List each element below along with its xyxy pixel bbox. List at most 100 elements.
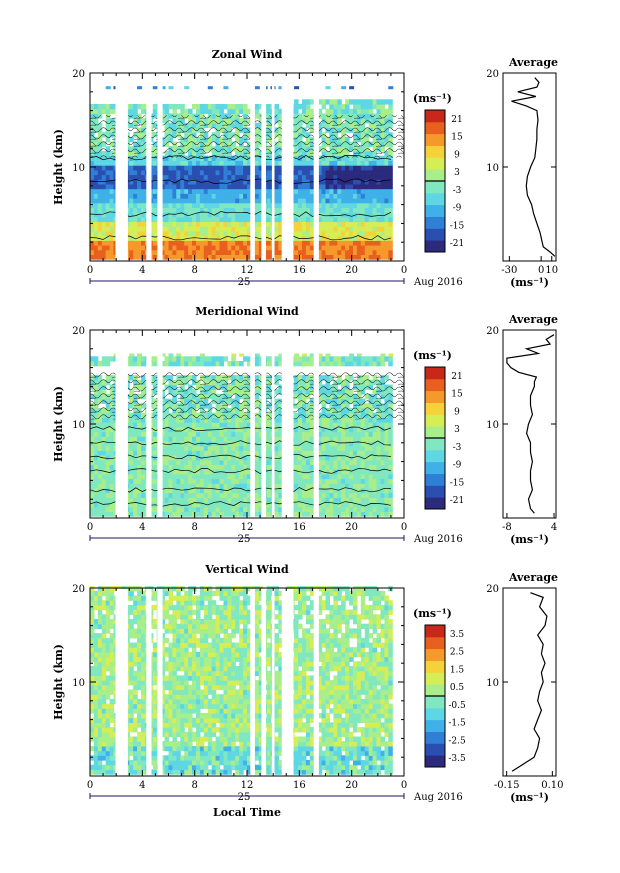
heatmap-cell bbox=[309, 193, 315, 199]
heatmap-cell bbox=[305, 183, 311, 190]
heatmap-cell bbox=[317, 165, 323, 171]
heatmap-cell bbox=[360, 450, 366, 456]
heatmap-cell bbox=[199, 216, 205, 223]
heatmap-cell bbox=[90, 431, 95, 437]
heatmap-cell bbox=[243, 464, 248, 470]
heatmap-cell bbox=[368, 422, 374, 428]
heatmap-cell bbox=[137, 492, 142, 498]
heatmap-cell bbox=[93, 455, 99, 461]
heatmap-cell bbox=[349, 99, 354, 105]
heatmap-cell bbox=[239, 235, 244, 241]
heatmap-cell bbox=[333, 422, 338, 428]
heatmap-cell bbox=[168, 353, 174, 357]
heatmap-cell bbox=[325, 216, 330, 223]
heatmap-cell bbox=[93, 511, 99, 517]
heatmap-cell bbox=[341, 155, 346, 161]
heatmap-cell bbox=[274, 169, 279, 176]
heatmap-cell bbox=[360, 464, 366, 470]
heatmap-cell bbox=[302, 193, 307, 199]
heatmap-cell bbox=[223, 492, 228, 498]
heatmap-cell bbox=[105, 183, 111, 190]
heatmap-cell bbox=[90, 169, 95, 176]
heatmap-cell bbox=[266, 450, 272, 456]
heatmap-cell bbox=[325, 426, 330, 433]
heatmap-cell bbox=[152, 183, 158, 190]
heatmap-cell bbox=[329, 361, 334, 367]
heatmap-cell bbox=[298, 483, 303, 489]
heatmap-cell bbox=[133, 188, 138, 194]
heatmap-cell bbox=[137, 422, 142, 428]
heatmap-cell bbox=[184, 179, 189, 185]
heatmap-cell bbox=[317, 497, 323, 503]
heatmap-cell bbox=[372, 436, 378, 442]
heatmap-cell bbox=[199, 169, 205, 176]
heatmap-cell bbox=[243, 207, 248, 213]
heatmap-cell bbox=[219, 361, 224, 367]
heatmap-cell bbox=[309, 497, 315, 503]
heatmap-cell bbox=[199, 464, 205, 470]
heatmap-cell bbox=[333, 230, 338, 237]
heatmap-cell bbox=[364, 469, 370, 475]
heatmap-cell bbox=[388, 226, 393, 232]
heatmap-cell bbox=[199, 230, 205, 237]
heatmap-cell bbox=[211, 478, 217, 484]
heatmap-cell bbox=[337, 174, 342, 180]
heatmap-cell bbox=[137, 450, 142, 456]
heatmap-cell bbox=[309, 216, 315, 223]
heatmap-cell bbox=[384, 193, 389, 199]
heatmap-cell bbox=[364, 183, 370, 190]
heatmap-cell bbox=[258, 179, 264, 185]
heatmap-cell bbox=[176, 230, 181, 237]
heatmap-cell bbox=[349, 440, 354, 447]
heatmap-cell bbox=[274, 188, 279, 194]
heatmap-cell bbox=[333, 249, 338, 255]
heatmap-cell bbox=[388, 473, 393, 480]
heatmap-cell bbox=[356, 212, 362, 218]
heatmap-cell bbox=[317, 464, 323, 470]
heatmap-cell bbox=[180, 506, 185, 512]
heatmap-cell bbox=[211, 506, 217, 512]
heatmap-cell bbox=[353, 99, 358, 105]
heatmap-cell bbox=[199, 436, 205, 442]
heatmap-cell bbox=[349, 245, 354, 251]
heatmap-cell bbox=[188, 511, 193, 517]
heatmap-cell bbox=[105, 86, 111, 90]
heatmap-cell bbox=[101, 174, 107, 180]
heatmap-cell bbox=[309, 165, 315, 171]
heatmap-cell bbox=[196, 492, 201, 498]
heatmap-cell bbox=[380, 230, 385, 237]
heatmap-cell bbox=[129, 445, 134, 451]
heatmap-cell bbox=[235, 492, 240, 498]
heatmap-cell bbox=[133, 221, 138, 227]
heatmap-cell bbox=[329, 174, 334, 180]
heatmap-cell bbox=[239, 422, 244, 428]
heatmap-cell bbox=[90, 212, 95, 218]
heatmap-cell bbox=[160, 104, 166, 110]
heatmap-cell bbox=[129, 207, 134, 213]
heatmap-cell bbox=[227, 422, 232, 428]
heatmap-cell bbox=[266, 174, 272, 180]
heatmap-cell bbox=[376, 169, 381, 176]
heatmap-cell bbox=[302, 108, 307, 114]
heatmap-cell bbox=[368, 169, 374, 176]
heatmap-cell bbox=[192, 202, 197, 208]
heatmap-cell bbox=[317, 492, 323, 498]
heatmap-cell bbox=[196, 478, 201, 484]
heatmap-cell bbox=[105, 216, 111, 223]
heatmap-cell bbox=[90, 155, 95, 161]
heatmap-cell bbox=[325, 506, 330, 512]
heatmap-cell bbox=[321, 165, 327, 171]
heatmap-cell bbox=[101, 221, 107, 227]
heatmap-cell bbox=[356, 169, 362, 176]
heatmap-cell bbox=[247, 245, 252, 251]
heatmap-cell bbox=[356, 202, 362, 208]
heatmap-cell bbox=[152, 422, 158, 428]
heatmap-cell bbox=[305, 473, 311, 480]
heatmap-cell bbox=[243, 198, 248, 204]
heatmap-cell bbox=[341, 174, 346, 180]
heatmap-cell bbox=[133, 245, 138, 251]
heatmap-cell bbox=[93, 198, 99, 204]
heatmap-cell bbox=[380, 188, 385, 194]
heatmap-cell bbox=[325, 455, 330, 461]
heatmap-cell bbox=[309, 240, 315, 246]
